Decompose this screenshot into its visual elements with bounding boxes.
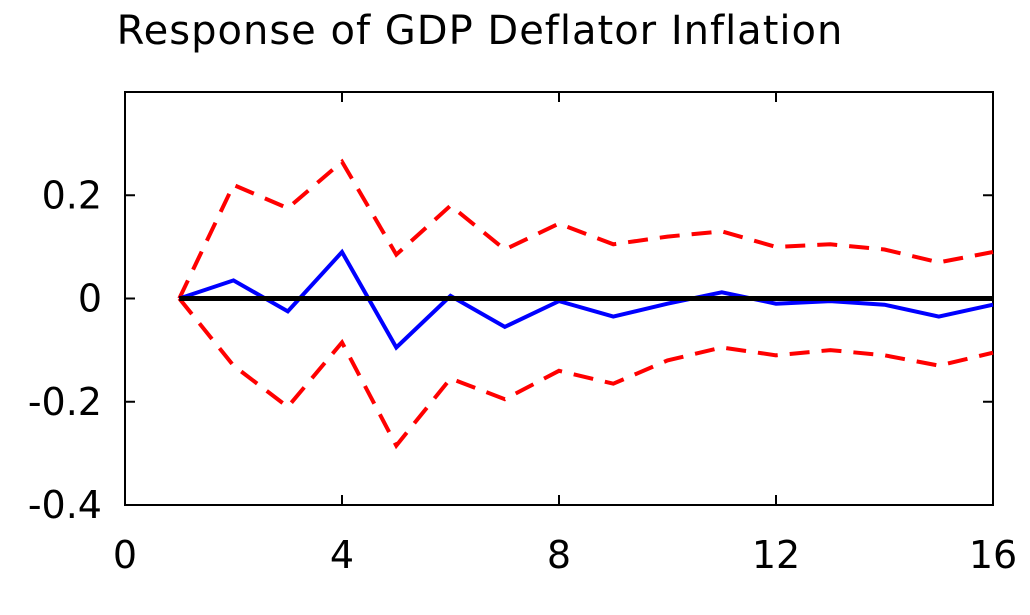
upper-band-series-line [177,158,994,300]
lower-band-series-line [177,297,994,450]
y-tick-label: 0 [78,277,102,321]
x-tick-label: 16 [969,533,1017,577]
y-tick-label: -0.2 [28,380,102,424]
axis-ticks [124,92,994,506]
x-tick-label: 12 [752,533,800,577]
x-tick-label: 0 [113,533,137,577]
chart-series [177,158,994,450]
x-tick-label: 4 [330,533,354,577]
y-tick-label: -0.4 [28,483,102,527]
x-tick-label: 8 [547,533,571,577]
axis-tick-labels: 0 4 8 12 16 -0.4 -0.2 0 0.2 [28,173,1017,577]
y-tick-label: 0.2 [42,173,102,217]
response-series-line [178,248,994,351]
chart-title: Response of GDP Deflator Inflation [116,8,844,54]
